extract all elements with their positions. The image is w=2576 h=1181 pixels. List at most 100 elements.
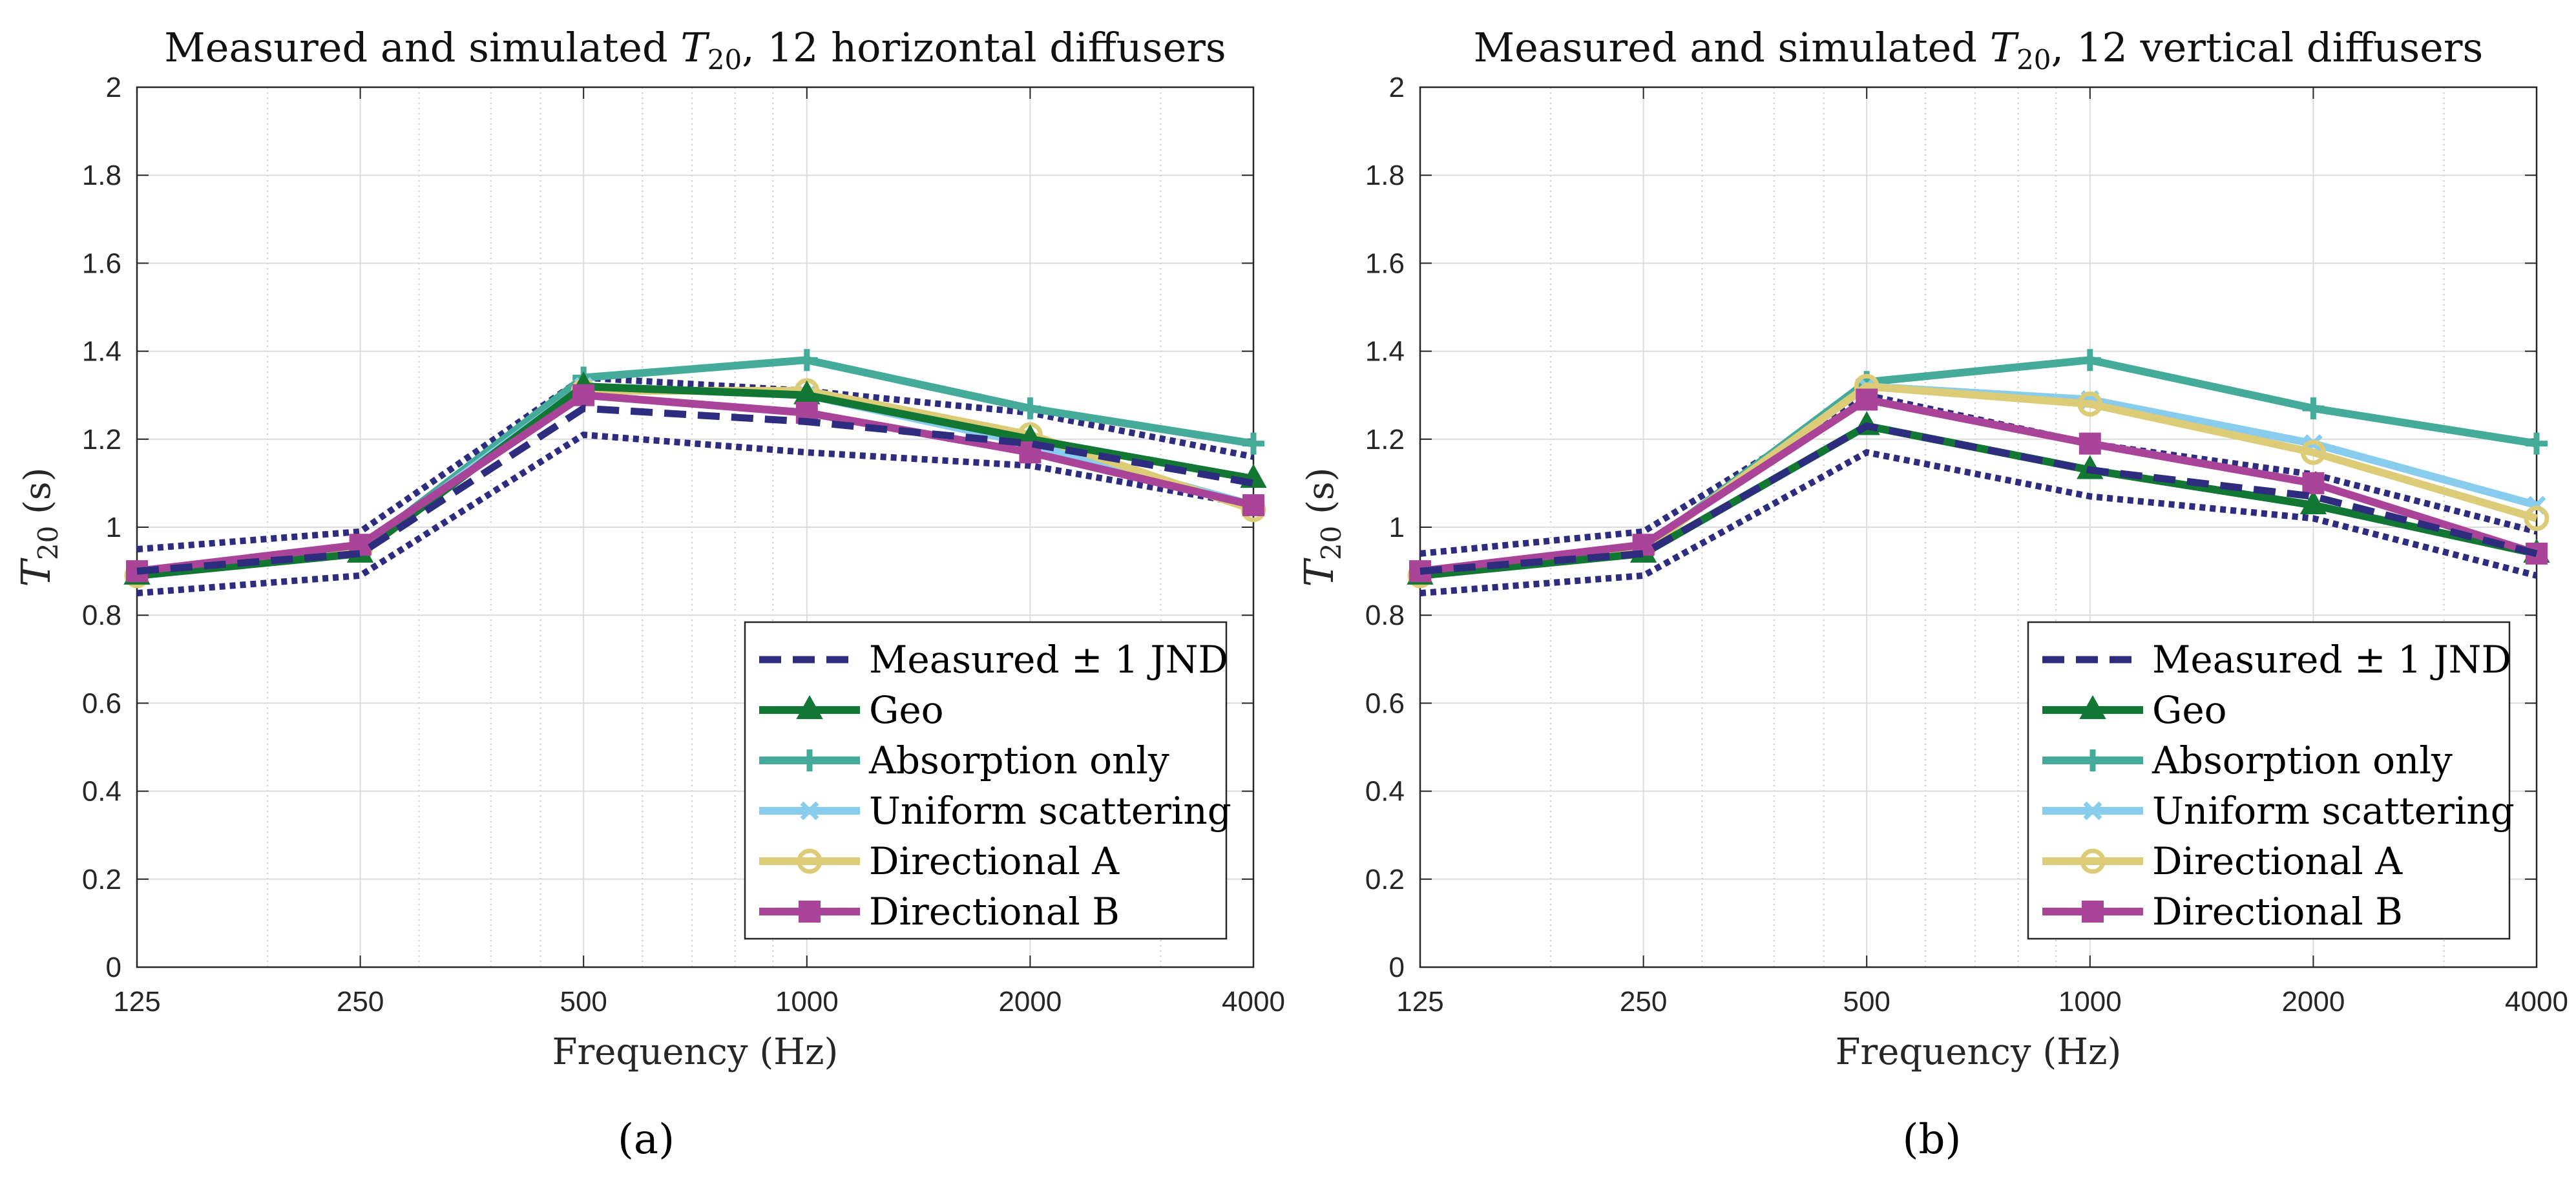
x-tick-label: 2000 (998, 986, 1062, 1018)
legend-item-dirA: Directional A (2042, 839, 2403, 883)
y-tick-label: 0 (106, 952, 121, 983)
legend-marker-geo (796, 695, 823, 719)
legend-marker-dirA (797, 848, 822, 874)
legend-label: Measured ± 1 JND (869, 638, 1228, 682)
y-tick-label: 1.2 (1365, 424, 1405, 455)
y-tick-label: 0.2 (1365, 864, 1405, 895)
chart-title: Measured and simulated T20, 12 horizonta… (164, 24, 1226, 76)
measured-line (136, 404, 1254, 575)
legend-item-measured: Measured ± 1 JND (759, 638, 1228, 682)
legend-item-absorption: Absorption only (2042, 738, 2453, 782)
legend-label: Directional B (2152, 890, 2403, 934)
series-dirB (1409, 388, 2548, 583)
data-point-absorption (2302, 397, 2325, 420)
legend-label: Directional B (869, 890, 1120, 934)
series-line-dirB (1419, 395, 2538, 576)
series-line-dirB (136, 391, 1255, 576)
legend-item-dirA: Directional A (759, 839, 1120, 883)
data-point-dirA (2300, 439, 2326, 465)
x-tick-label: 250 (1620, 986, 1667, 1018)
y-tick-label: 0.8 (1365, 600, 1405, 631)
data-point-absorption (1242, 432, 1264, 455)
legend-label: Directional A (869, 839, 1120, 883)
jnd-lower-line (136, 431, 1254, 597)
data-point-dirB (1242, 494, 1264, 516)
y-tick-label: 1.4 (82, 336, 121, 368)
legend-box (744, 621, 1228, 940)
data-point-absorption (1019, 397, 1042, 420)
data-point-dirB (1856, 388, 1878, 411)
legend-item-uniform: Uniform scattering (2042, 789, 2515, 833)
y-tick-label: 1.6 (82, 247, 121, 279)
x-tick-label: 2000 (2281, 986, 2345, 1018)
legend-item-dirB: Directional B (2042, 890, 2403, 934)
data-point-absorption (795, 349, 818, 371)
y-tick-label: 1.2 (82, 424, 121, 455)
jnd-upper-line (136, 374, 1254, 553)
legend-item-absorption: Absorption only (759, 738, 1169, 782)
chart-title: Measured and simulated T20, 12 vertical … (1474, 24, 2484, 76)
legend-marker-dirA (2080, 848, 2106, 874)
measured-line (1419, 422, 2538, 575)
y-tick-label: 1.4 (1365, 336, 1405, 368)
x-tick-label: 4000 (1222, 986, 1285, 1018)
legend-label: Geo (869, 688, 944, 732)
x-tick-label: 250 (337, 986, 384, 1018)
y-tick-label: 1.6 (1365, 247, 1405, 279)
x-tick-label: 500 (560, 986, 607, 1018)
y-tick-label: 1.8 (82, 160, 121, 191)
legend-item-uniform: Uniform scattering (759, 789, 1231, 833)
y-axis-label: T20 (s) (1295, 467, 1347, 587)
legend-marker-geo (2079, 695, 2106, 719)
data-point-geo (2299, 490, 2327, 514)
x-axis-label: Frequency (Hz) (1836, 1031, 2122, 1073)
legend-label: Uniform scattering (2152, 789, 2515, 833)
data-point-dirB (2079, 432, 2101, 455)
y-tick-label: 2 (106, 72, 121, 103)
y-tick-label: 0 (1389, 952, 1405, 983)
data-point-dirA (2524, 505, 2550, 531)
x-tick-label: 500 (1843, 986, 1890, 1018)
legend-marker-dirB (799, 901, 821, 923)
x-axis-label: Frequency (Hz) (552, 1031, 839, 1073)
caption-b: (b) (1903, 1116, 1962, 1164)
x-tick-label: 125 (1396, 986, 1443, 1018)
legend-item-dirB: Directional B (759, 890, 1120, 934)
y-tick-label: 0.2 (82, 864, 121, 895)
legend-marker-dirB (2082, 901, 2104, 923)
x-tick-label: 4000 (2505, 986, 2568, 1018)
legend-label: Geo (2152, 688, 2227, 732)
legend-label: Measured ± 1 JND (2152, 638, 2511, 682)
legend-label: Directional A (2152, 839, 2403, 883)
legend-label: Absorption only (868, 738, 1169, 782)
legend-box (2027, 621, 2511, 940)
data-point-dirB (2302, 472, 2325, 494)
x-tick-label: 125 (113, 986, 160, 1018)
jnd-lower-line (1419, 448, 2538, 597)
legend: Measured ± 1 JND Geo Absorption only Unifor… (2027, 621, 2515, 940)
legend-marker-uniform (2083, 801, 2102, 820)
legend-marker-absorption (799, 749, 821, 771)
legend-marker-absorption (2082, 749, 2104, 771)
y-tick-label: 0.8 (82, 600, 121, 631)
y-tick-label: 0.4 (82, 776, 121, 808)
y-tick-label: 1.8 (1365, 160, 1405, 191)
x-tick-label: 1000 (2058, 986, 2122, 1018)
x-tick-label: 1000 (775, 986, 839, 1018)
y-tick-label: 0.6 (1365, 687, 1405, 719)
data-point-dirB (572, 384, 595, 406)
chart-panel-b: 125 250 500 1000 2000 4000 0 0.2 0.4 0.6 0.8 1 1.2 1.… (1295, 24, 2568, 1073)
y-axis-label: T20 (s) (12, 467, 64, 587)
legend: Measured ± 1 JND Geo Absorption only Unifor… (744, 621, 1231, 940)
legend-label: Uniform scattering (869, 789, 1231, 833)
legend-label: Absorption only (2152, 738, 2453, 782)
data-point-absorption (2079, 349, 2101, 371)
y-tick-label: 1 (106, 512, 121, 543)
legend-item-geo: Geo (759, 688, 944, 732)
legend-item-measured: Measured ± 1 JND (2042, 638, 2511, 682)
y-tick-label: 2 (1389, 72, 1405, 103)
data-point-dirA (2077, 391, 2103, 417)
caption-a: (a) (618, 1116, 675, 1164)
